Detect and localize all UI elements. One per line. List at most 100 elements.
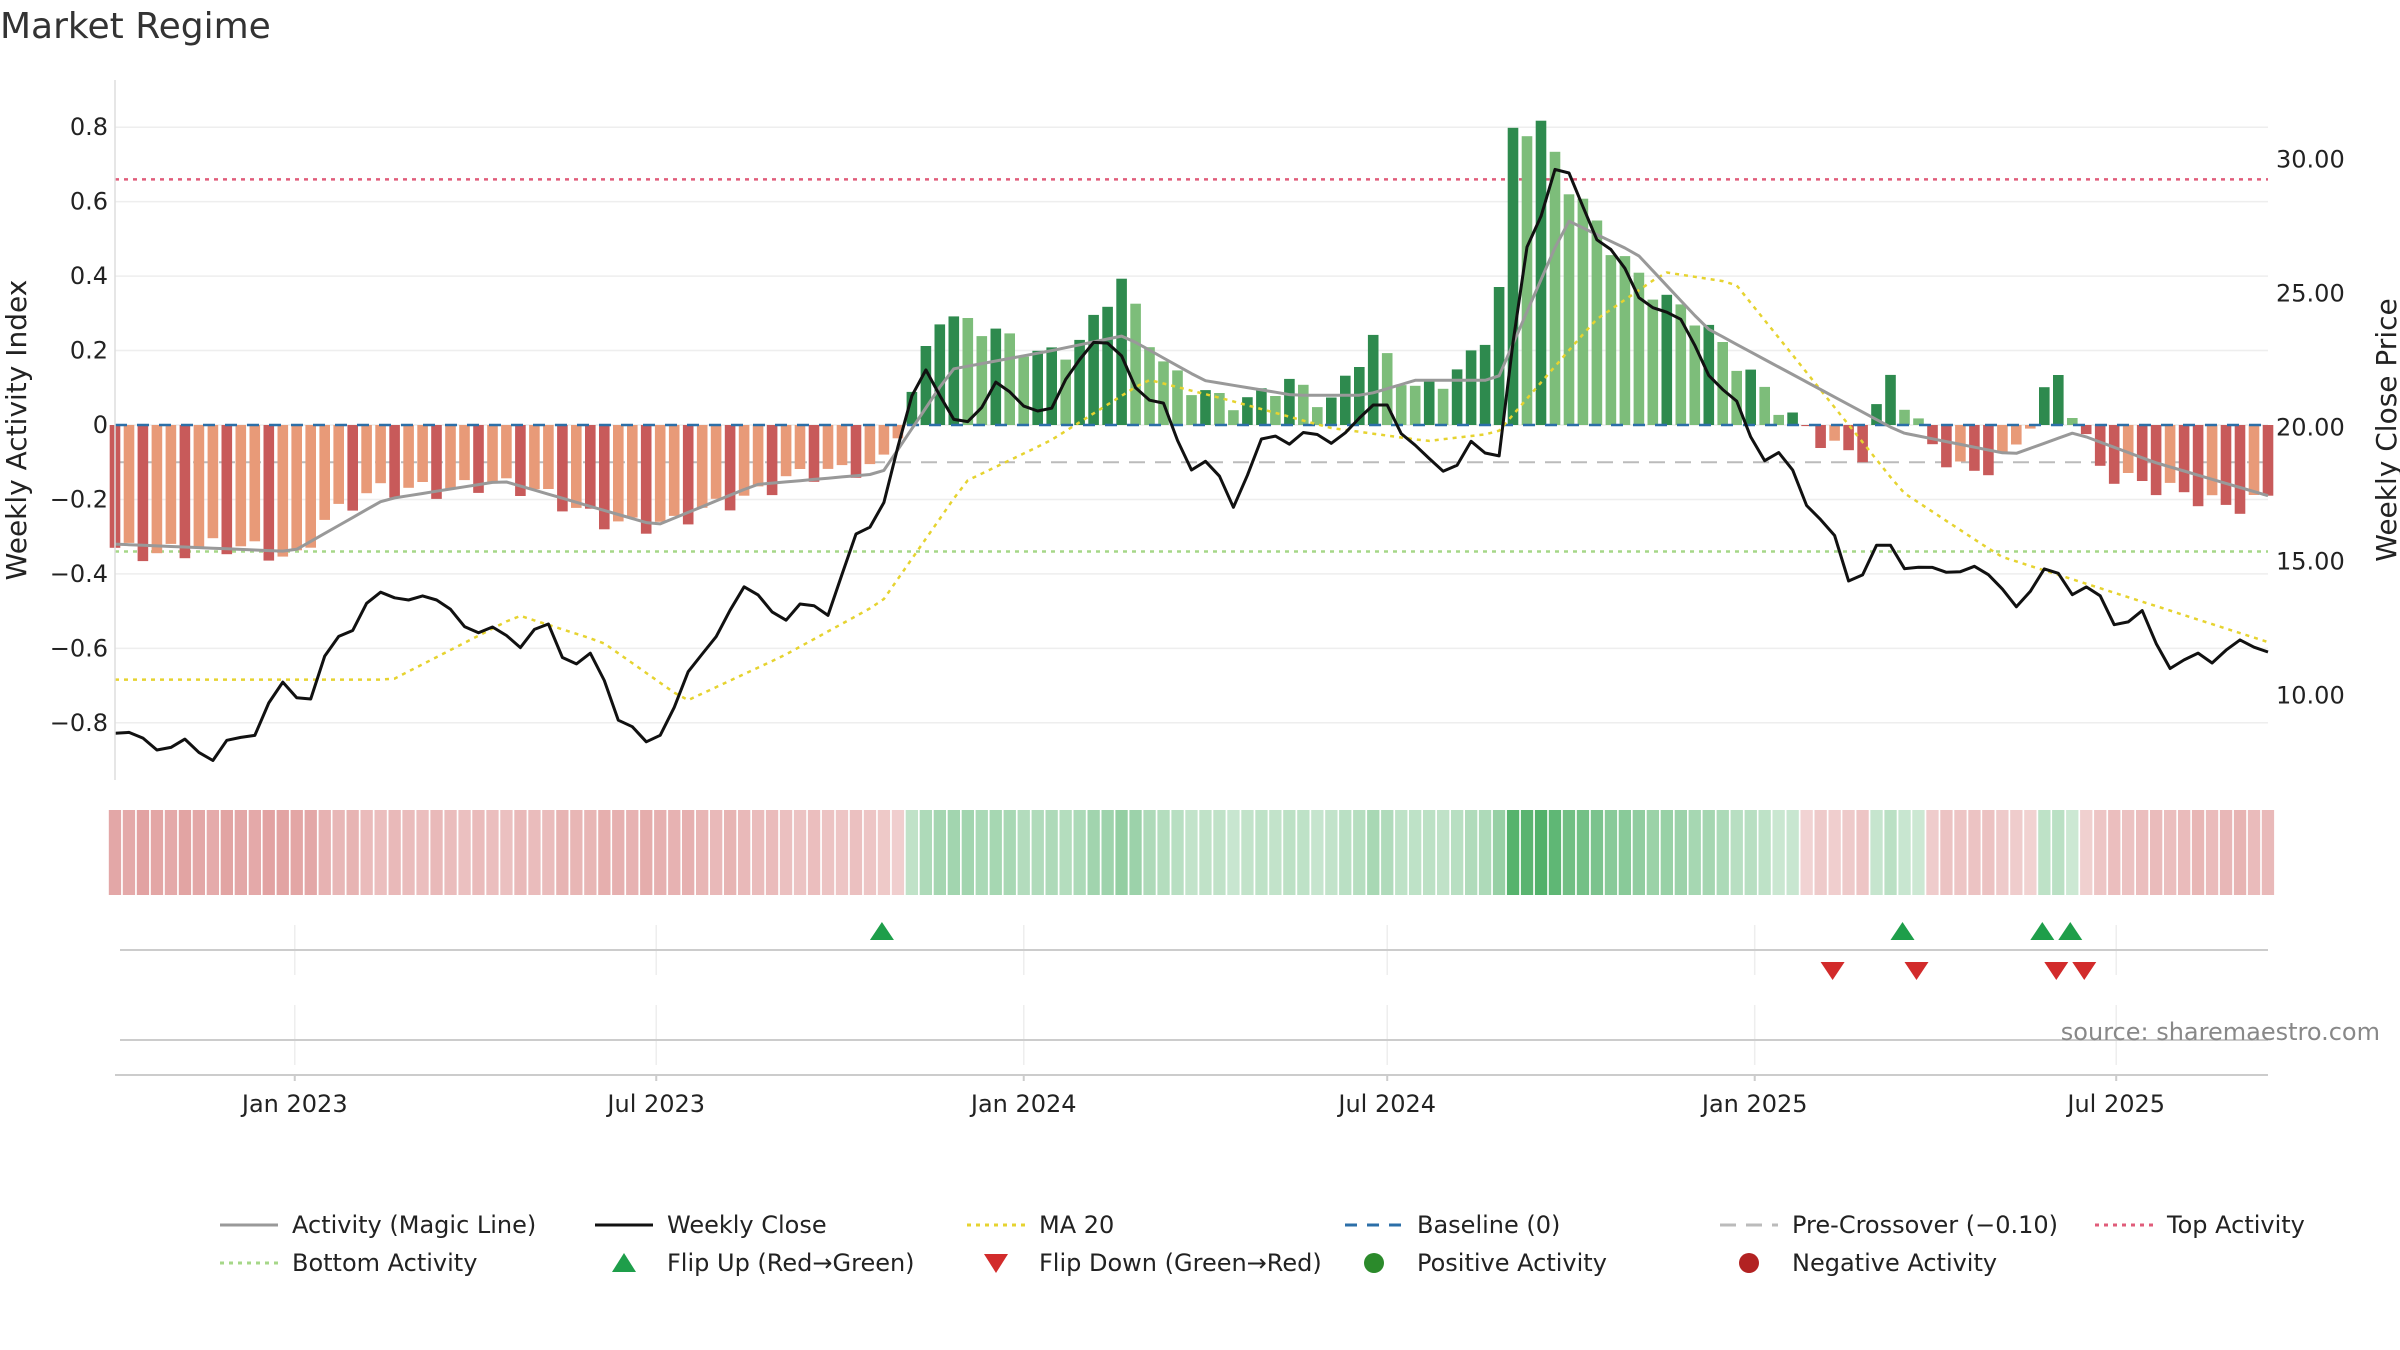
regime-cell (164, 810, 178, 895)
activity-bar (1801, 425, 1812, 427)
regime-cell (2038, 810, 2051, 895)
activity-bar (1941, 425, 1952, 468)
regime-cell (877, 810, 891, 895)
regime-cell (1297, 810, 1310, 895)
activity-bar (1689, 325, 1701, 425)
regime-cell (1506, 810, 1520, 895)
activity-bar (2025, 425, 2036, 429)
activity-bar (473, 425, 484, 493)
activity-bar (571, 425, 582, 508)
regime-cell (1157, 810, 1170, 895)
regime-cell (849, 810, 863, 895)
regime-cell (626, 810, 639, 895)
x-tick-label: Jul 2023 (605, 1090, 705, 1118)
activity-bar (1060, 359, 1071, 425)
activity-bar (668, 425, 680, 516)
regime-cell (1982, 810, 1995, 895)
activity-bar (1843, 425, 1854, 451)
activity-bar (1591, 220, 1603, 425)
y-tick-left: 0.4 (70, 262, 108, 290)
flip-down-marker (1820, 962, 1845, 980)
x-tick-label: Jul 2024 (1336, 1090, 1436, 1118)
flip-up-marker (1890, 922, 1915, 940)
activity-bar (1927, 425, 1938, 445)
legend-item: MA 20 (967, 1211, 1114, 1239)
activity-bar (1661, 294, 1673, 425)
activity-bar (221, 425, 233, 555)
regime-cell (360, 810, 373, 895)
legend-label: Pre-Crossover (−0.10) (1792, 1211, 2058, 1239)
x-tick-label: Jan 2024 (969, 1090, 1077, 1118)
activity-bar (529, 425, 540, 490)
regime-cell (1800, 810, 1813, 895)
activity-bar (319, 425, 330, 520)
activity-bar (375, 425, 386, 484)
flip-down-marker (2044, 962, 2069, 980)
legend-label: MA 20 (1039, 1211, 1114, 1239)
regime-strip (108, 810, 2275, 895)
regime-cell (2024, 810, 2037, 895)
regime-cell (1395, 810, 1408, 895)
legend-item: Weekly Close (595, 1211, 827, 1239)
regime-cell (178, 810, 192, 895)
activity-bar (2150, 425, 2162, 496)
ma20-line (115, 271, 2269, 702)
regime-cell (654, 810, 667, 895)
flip-up-marker (869, 922, 894, 940)
legend-item: Pre-Crossover (−0.10) (1720, 1211, 2058, 1239)
regime-cell (1590, 810, 1604, 895)
regime-cell (1996, 810, 2009, 895)
activity-bar (738, 425, 750, 496)
legend-label: Activity (Magic Line) (292, 1211, 536, 1239)
grid-lines (115, 126, 2268, 1065)
activity-bar (207, 425, 219, 539)
activity-bar (249, 425, 261, 542)
regime-cell (668, 810, 681, 895)
series-lines (114, 167, 2269, 762)
regime-cell (1926, 810, 1939, 895)
regime-cell (1199, 810, 1212, 895)
activity-bar (1284, 378, 1295, 425)
regime-cell (150, 810, 164, 895)
regime-cell (1632, 810, 1645, 895)
activity-bar (1465, 350, 1477, 425)
regime-cell (1437, 810, 1450, 895)
flip-down-marker (1904, 962, 1929, 980)
flip-up-marker (2058, 922, 2083, 940)
activity-bar (1647, 299, 1659, 425)
regime-cell (1451, 810, 1464, 895)
regime-cell (1115, 810, 1128, 895)
regime-cell (1059, 810, 1072, 895)
regime-cell (584, 810, 597, 895)
regime-cell (2219, 810, 2233, 895)
regime-cell (1842, 810, 1855, 895)
regime-cell (752, 810, 765, 895)
activity-bar (151, 425, 163, 554)
activity-bar (2192, 425, 2204, 507)
activity-bar (627, 425, 638, 518)
activity-bar (459, 425, 470, 481)
source-label: source: sharemaestro.com (2061, 1018, 2380, 1046)
activity-bar (962, 318, 974, 425)
activity-bar (599, 425, 610, 530)
regime-cell (234, 810, 247, 895)
activity-bar (1619, 256, 1631, 425)
regime-cell (192, 810, 205, 895)
legend-label: Baseline (0) (1417, 1211, 1560, 1239)
activity-bar (1074, 339, 1085, 425)
activity-bar (487, 425, 498, 484)
activity-bar (1913, 418, 1924, 425)
activity-bar (1535, 120, 1547, 425)
regime-cell (807, 810, 821, 895)
activity-bar (920, 346, 932, 425)
activity-bar (1563, 194, 1575, 425)
legend: Activity (Magic Line) Weekly Close MA 20 Ba… (220, 1211, 2305, 1277)
activity-bar (1885, 374, 1896, 425)
regime-cell (1660, 810, 1673, 895)
activity-bar (1675, 304, 1687, 425)
legend-swatch (612, 1253, 636, 1272)
regime-cell (919, 810, 932, 895)
regime-cell (1534, 810, 1548, 895)
legend-swatch (984, 1254, 1008, 1273)
regime-cell (724, 810, 737, 895)
